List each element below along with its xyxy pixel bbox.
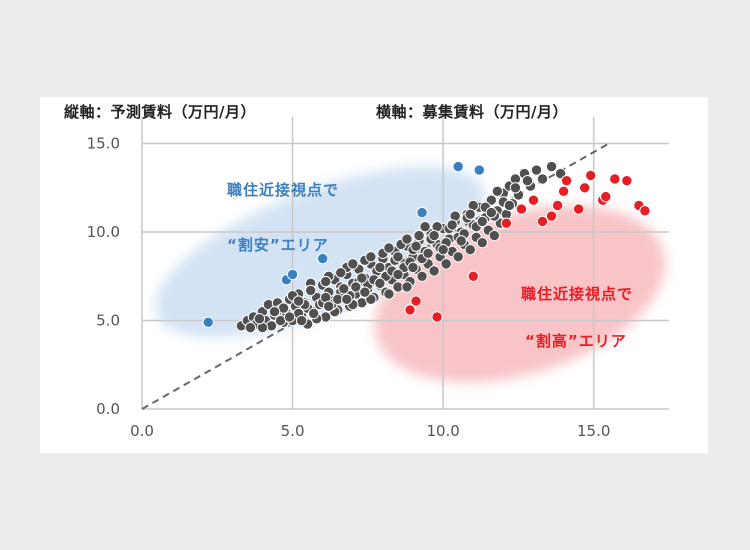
cluster-point	[401, 281, 413, 293]
overvalued-point	[560, 175, 573, 187]
cluster-point	[392, 268, 404, 281]
cluster-point	[416, 270, 428, 282]
x-tick-label: 0.0	[130, 422, 154, 440]
cluster-point	[503, 199, 516, 212]
cluster-point	[491, 185, 504, 198]
cluster-point	[350, 281, 362, 293]
cluster-point	[283, 311, 296, 323]
chart-card: 縦軸：予測賃料（万円/月） 横軸：募集賃料（万円/月） 0.0 5.0 10.0 15…	[40, 97, 708, 453]
undervalued-point	[416, 206, 428, 219]
cluster-point	[268, 305, 281, 318]
overvalued-point	[621, 175, 633, 187]
cluster-point	[422, 247, 434, 259]
cluster-point	[452, 251, 464, 263]
cluster-point	[464, 244, 476, 256]
cluster-point	[440, 258, 452, 270]
undervalued-point	[316, 252, 329, 265]
cluster-point	[476, 236, 488, 249]
scatter-chart: 縦軸：予測賃料（万円/月） 横軸：募集賃料（万円/月） 0.0 5.0 10.0 15…	[64, 103, 669, 440]
overvalued-label: 職住近接視点で “割高”エリア	[521, 285, 633, 350]
overvalued-point	[404, 304, 416, 316]
overvalued-point	[467, 270, 479, 282]
overvalued-point	[600, 190, 612, 203]
zones-layer	[155, 166, 666, 383]
overvalued-point	[545, 210, 558, 222]
cluster-point	[476, 215, 488, 228]
overvalued-point	[431, 311, 443, 323]
cluster-point	[335, 267, 347, 279]
y-tick-label: 10.0	[87, 223, 120, 241]
cluster-point	[304, 284, 317, 297]
tick-labels: 0.0 5.0 10.0 15.0 0.0 5.0 10.0 15.0	[87, 135, 611, 440]
cluster-point	[530, 164, 543, 176]
cluster-point	[253, 313, 266, 325]
x-tick-label: 10.0	[426, 422, 459, 440]
cluster-point	[347, 258, 359, 270]
cluster-point	[407, 261, 419, 274]
overvalued-point	[527, 194, 540, 206]
overvalued-point	[500, 217, 513, 229]
cluster-point	[545, 160, 558, 173]
cluster-point	[359, 286, 371, 298]
x-tick-label: 15.0	[577, 422, 610, 440]
overvalued-point	[585, 169, 597, 182]
cluster-point	[413, 229, 425, 242]
undervalued-point	[452, 160, 464, 173]
data-points	[202, 160, 651, 334]
cluster-point	[338, 282, 350, 295]
cluster-point	[295, 314, 308, 327]
cluster-point	[536, 173, 549, 185]
undervalued-label-line1: 職住近接視点で	[227, 181, 339, 199]
cluster-point	[428, 265, 440, 277]
cluster-point	[485, 206, 498, 219]
cluster-point	[383, 288, 395, 300]
undervalued-zone	[155, 166, 485, 338]
cluster-point	[319, 275, 332, 288]
cluster-point	[374, 261, 386, 274]
cluster-point	[446, 219, 458, 231]
overvalued-point	[536, 215, 549, 228]
overvalued-point	[578, 182, 591, 194]
x-tick-label: 5.0	[281, 422, 305, 440]
undervalued-point	[473, 164, 485, 176]
cluster-point	[521, 175, 534, 187]
cluster-point	[307, 307, 320, 320]
cluster-point	[509, 182, 522, 194]
cluster-point	[455, 235, 467, 247]
cluster-point	[401, 233, 413, 245]
undervalued-point	[286, 268, 299, 281]
overvalued-point	[410, 295, 422, 307]
y-tick-label: 15.0	[87, 135, 120, 153]
cluster-point	[341, 293, 353, 305]
cluster-point	[374, 277, 386, 290]
overvalued-label-line2: “割高”エリア	[525, 332, 627, 350]
overvalued-point	[557, 185, 570, 198]
overvalued-point	[609, 173, 621, 185]
cluster-point	[365, 251, 377, 263]
cluster-point	[356, 272, 368, 284]
y-tick-label: 0.0	[96, 400, 120, 418]
cluster-point	[464, 208, 476, 221]
x-axis-label: 横軸：募集賃料（万円/月）	[376, 103, 568, 121]
cluster-point	[292, 295, 305, 307]
cluster-point	[437, 244, 449, 256]
undervalued-point	[202, 316, 214, 328]
y-axis-label: 縦軸：予測賃料（万円/月）	[64, 103, 256, 121]
cluster-point	[323, 300, 335, 313]
y-tick-label: 5.0	[96, 312, 120, 330]
overvalued-point	[639, 205, 651, 217]
cluster-point	[428, 229, 440, 242]
undervalued-label: 職住近接視点で “割安”エリア	[227, 181, 339, 254]
overvalued-point	[515, 203, 528, 215]
undervalued-label-line2: “割安”エリア	[227, 236, 329, 254]
overvalued-label-line1: 職住近接視点で	[521, 285, 633, 303]
overvalued-point	[551, 199, 564, 212]
cluster-point	[488, 229, 501, 242]
cluster-point	[244, 321, 257, 334]
cluster-point	[392, 251, 404, 263]
overvalued-point	[572, 203, 585, 215]
cluster-point	[419, 221, 431, 233]
cluster-point	[410, 240, 422, 252]
cluster-point	[383, 242, 395, 254]
